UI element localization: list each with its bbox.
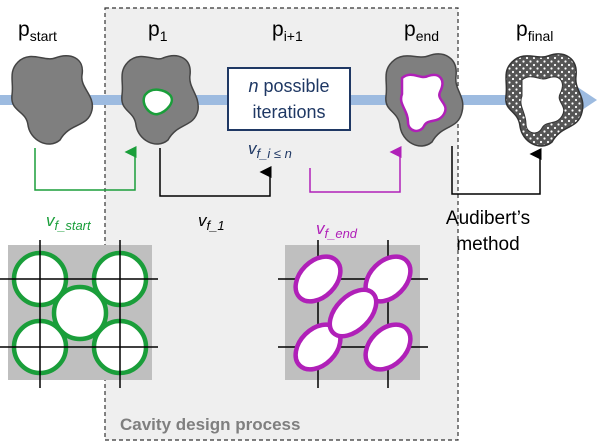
connector-final	[451, 146, 542, 195]
pore	[51, 284, 109, 342]
iteration-box	[227, 67, 351, 131]
stage-label: pstart	[18, 18, 57, 44]
velocity-label: vf_i ≤ n	[248, 139, 292, 161]
stage-label: pend	[404, 18, 439, 44]
velocity-sub: f_i ≤ n	[257, 146, 292, 161]
velocity-base: v	[316, 219, 326, 238]
stage-base: p	[148, 18, 160, 41]
process-label: Cavity design process	[120, 415, 300, 434]
stage-base: p	[272, 18, 284, 41]
stage-sub: start	[30, 28, 57, 44]
connector-start	[34, 146, 137, 191]
stage-label: p1	[148, 18, 168, 44]
stage-sub: 1	[160, 28, 168, 44]
velocity-label: vf_1	[198, 211, 225, 233]
velocity-label: vf_end	[316, 219, 358, 241]
lattice-end	[278, 240, 428, 388]
connector-end	[309, 146, 402, 193]
velocity-base: v	[248, 139, 258, 158]
iteration-rest: possible	[258, 76, 329, 96]
stage-label: pi+1	[272, 18, 303, 44]
stage-sub: end	[416, 28, 439, 44]
velocity-base: v	[46, 211, 56, 230]
velocity-sub: f_start	[55, 218, 93, 233]
iteration-var: n	[248, 76, 258, 96]
pore	[327, 287, 379, 339]
iteration-line1: n possible	[248, 76, 329, 96]
cavity-final	[520, 76, 565, 134]
connector-p1	[159, 148, 272, 197]
shape-start	[11, 54, 94, 145]
stage-label: pfinal	[516, 18, 553, 44]
stage-base: p	[18, 18, 30, 41]
pore	[363, 322, 413, 372]
lattice-start	[0, 240, 158, 388]
velocity-sub: f_1	[207, 218, 225, 233]
stage-sub: i+1	[284, 28, 303, 44]
cavity-end	[399, 73, 447, 133]
method-line2: method	[456, 234, 519, 255]
stage-base: p	[404, 18, 416, 41]
stage-base: p	[516, 18, 528, 41]
stage-sub: final	[528, 28, 554, 44]
velocity-base: v	[198, 211, 208, 230]
cavity-p1	[142, 88, 174, 116]
velocity-label: vf_start	[46, 211, 92, 233]
velocity-sub: f_end	[325, 226, 358, 241]
method-line1: Audibert’s	[446, 208, 530, 229]
iteration-line2: iterations	[252, 102, 325, 122]
pore	[293, 254, 343, 304]
